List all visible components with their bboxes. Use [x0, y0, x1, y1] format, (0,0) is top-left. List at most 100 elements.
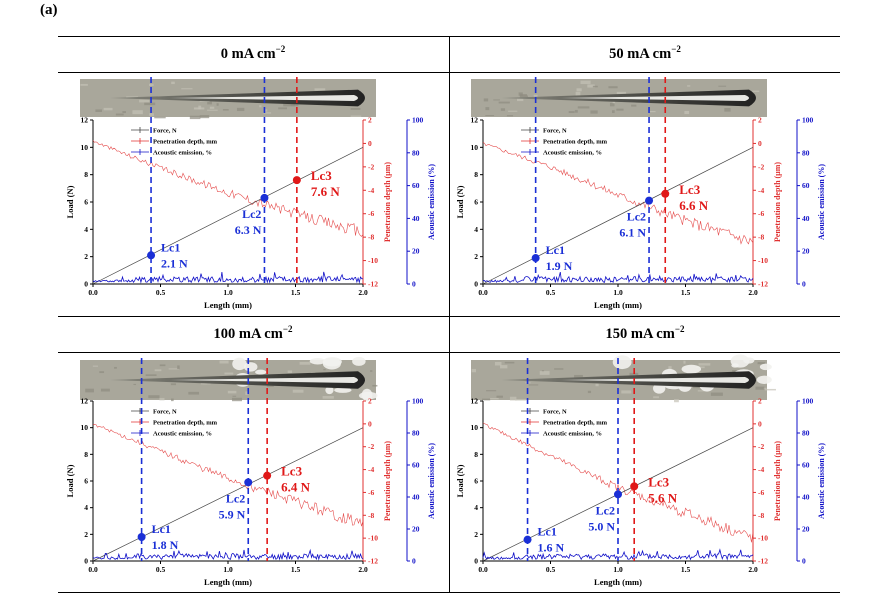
micrograph-texture — [189, 115, 201, 120]
x-tick-label: 1.5 — [681, 565, 691, 574]
micrograph-texture — [752, 90, 760, 92]
y-tick-label: 10 — [81, 143, 89, 152]
micrograph-texture — [171, 398, 174, 402]
y-tick-label: 12 — [81, 397, 89, 406]
micrograph-texture — [207, 109, 218, 111]
critical-load-label: Lc2 — [226, 491, 245, 505]
micrograph-texture — [732, 370, 738, 372]
x-axis-label: Length (mm) — [594, 577, 642, 587]
y2-tick-label: -12 — [368, 557, 378, 566]
micrograph-texture — [710, 392, 723, 396]
y-tick-label: 4 — [84, 225, 88, 234]
legend-entry: Penetration depth, mm — [543, 139, 608, 146]
x-tick-label: 1.5 — [681, 288, 691, 297]
chart-panel-2: 0.0 0.5 1.0 1.5 2.0 Length (mm) 0 2 4 6 8 10 12 Load … — [65, 356, 436, 587]
y2-tick-label: -2 — [758, 162, 764, 171]
micrograph-texture — [232, 395, 237, 397]
micrograph-texture — [609, 102, 615, 107]
micrograph-texture — [533, 94, 538, 98]
micrograph-texture — [608, 86, 618, 89]
micrograph-texture — [590, 110, 598, 114]
y2-tick-label: -4 — [758, 186, 764, 195]
critical-load-value: 5.0 N — [588, 519, 615, 533]
micrograph-texture — [504, 361, 515, 364]
micrograph-texture — [587, 390, 592, 394]
x-tick-label: 1.0 — [223, 565, 233, 574]
y3-tick-label: 60 — [412, 461, 420, 470]
micrograph-texture — [372, 384, 378, 387]
y2-tick-label: -12 — [758, 280, 768, 289]
y3-tick-label: 80 — [412, 429, 420, 438]
micrograph-spall — [309, 357, 326, 365]
micrograph-spall — [255, 369, 267, 375]
y2-tick-label: -6 — [758, 488, 764, 497]
micrograph-texture — [508, 110, 518, 112]
y3-tick-label: 20 — [802, 247, 810, 256]
micrograph-texture — [528, 384, 539, 386]
legend-entry: Penetration depth, mm — [153, 139, 218, 146]
y-tick-label: 8 — [84, 170, 88, 179]
y3-tick-label: 0 — [802, 557, 806, 566]
micrograph-texture — [370, 370, 373, 372]
y2-tick-label: -10 — [758, 256, 768, 265]
acoustic-emission-series — [482, 548, 754, 561]
penetration-depth-series — [92, 140, 364, 237]
micrograph-texture — [471, 368, 477, 373]
panel-title-0: 0 mA cm−2 — [220, 44, 286, 62]
y2-tick-label: -8 — [758, 233, 764, 242]
y3-tick-label: 40 — [802, 214, 810, 223]
micrograph-texture — [515, 399, 527, 401]
y2-tick-label: -10 — [368, 534, 378, 543]
legend-entry: Acoustic emission, % — [543, 150, 602, 157]
micrograph-texture — [493, 99, 500, 101]
critical-load-value: 1.6 N — [538, 541, 565, 555]
micrograph-texture — [518, 92, 523, 96]
micrograph-texture — [100, 388, 110, 392]
y3-tick-label: 60 — [802, 461, 810, 470]
micrograph-texture — [520, 94, 528, 97]
panel-title-3: 150 mA cm−2 — [605, 324, 685, 342]
micrograph-texture — [263, 109, 268, 112]
y2-tick-label: 0 — [758, 419, 762, 428]
y2-tick-label: 0 — [368, 139, 372, 148]
y-tick-label: 0 — [84, 280, 88, 289]
micrograph-texture — [245, 391, 248, 395]
micrograph-texture — [259, 105, 262, 108]
micrograph-texture — [188, 391, 200, 395]
micrograph-texture — [695, 366, 705, 369]
y2-tick-label: 0 — [368, 419, 372, 428]
legend-entry: Acoustic emission, % — [153, 150, 212, 157]
micrograph-texture — [576, 88, 582, 92]
y2-tick-label: -6 — [368, 209, 374, 218]
micrograph-texture — [621, 390, 632, 394]
critical-load-label: Lc1 — [546, 243, 565, 257]
micrograph-texture — [154, 116, 166, 119]
micrograph-texture — [500, 365, 508, 369]
micrograph-texture — [292, 389, 304, 393]
critical-load-point-lc3 — [630, 482, 639, 491]
micrograph-texture — [236, 107, 245, 112]
y2-axis-label: Penetration depth (μm) — [773, 441, 782, 521]
micrograph-texture — [278, 107, 287, 110]
critical-load-value: 1.8 N — [152, 538, 179, 552]
critical-load-label: Lc3 — [281, 464, 302, 479]
micrograph-texture — [103, 107, 113, 111]
y3-tick-label: 60 — [802, 181, 810, 190]
micrograph-texture — [490, 398, 499, 400]
micrograph-texture — [506, 115, 514, 117]
micrograph-texture — [498, 101, 510, 104]
micrograph-texture — [322, 396, 334, 399]
legend-entry: Force, N — [543, 409, 567, 416]
y2-tick-label: 2 — [758, 397, 762, 406]
micrograph-texture — [350, 108, 361, 110]
micrograph-texture — [574, 109, 578, 113]
x-axis-label: Length (mm) — [204, 577, 252, 587]
y3-tick-label: 80 — [802, 429, 810, 438]
micrograph-texture — [198, 105, 202, 110]
y-tick-label: 10 — [471, 143, 479, 152]
critical-load-label: Lc1 — [161, 240, 180, 254]
chart-panel-1: 0.0 0.5 1.0 1.5 2.0 Length (mm) 0 2 4 6 8 10 12 Load … — [455, 77, 826, 310]
micrograph-texture — [283, 103, 296, 107]
y2-tick-label: 2 — [758, 116, 762, 125]
